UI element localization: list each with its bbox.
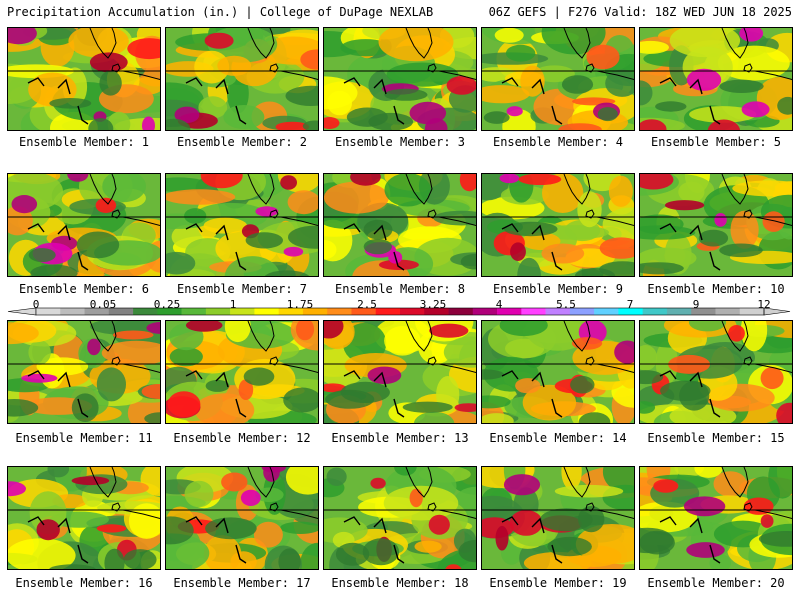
panel-label: Ensemble Member: 1 [18, 135, 150, 149]
map-panel [323, 466, 477, 570]
map-panel [639, 320, 793, 424]
panel-label: Ensemble Member: 4 [492, 135, 624, 149]
panel-label: Ensemble Member: 17 [173, 576, 311, 590]
map-panel [481, 466, 635, 570]
map-panel [639, 173, 793, 277]
panel-label: Ensemble Member: 10 [647, 282, 785, 296]
map-panel [165, 320, 319, 424]
colorbar-tick-label: 3.25 [419, 298, 447, 311]
map-panel [7, 466, 161, 570]
panel-label: Ensemble Member: 6 [18, 282, 150, 296]
map-panel [7, 27, 161, 131]
colorbar-tick-label: 7 [626, 298, 634, 311]
map-panel [481, 173, 635, 277]
colorbar-tick-label: 1 [229, 298, 237, 311]
colorbar-tick-label: 5.5 [556, 298, 576, 311]
colorbar-tick-label: 0 [32, 298, 40, 311]
panel-label: Ensemble Member: 15 [647, 431, 785, 445]
colorbar [7, 307, 791, 316]
colorbar-tick-label: 2.5 [357, 298, 377, 311]
panel-label: Ensemble Member: 2 [176, 135, 308, 149]
map-panel [639, 466, 793, 570]
panel-label: Ensemble Member: 18 [331, 576, 469, 590]
map-panel [323, 173, 477, 277]
colorbar-tick-label: 4 [495, 298, 503, 311]
panel-label: Ensemble Member: 12 [173, 431, 311, 445]
colorbar-tick-label: 0.25 [153, 298, 181, 311]
map-panel [481, 320, 635, 424]
panel-label: Ensemble Member: 3 [334, 135, 466, 149]
panel-label: Ensemble Member: 9 [492, 282, 624, 296]
colorbar-tick-label: 1.75 [286, 298, 314, 311]
map-panel [7, 320, 161, 424]
panel-label: Ensemble Member: 16 [15, 576, 153, 590]
panel-label: Ensemble Member: 7 [176, 282, 308, 296]
header-title-right: 06Z GEFS | F276 Valid: 18Z WED JUN 18 20… [488, 5, 792, 19]
map-panel [165, 466, 319, 570]
map-panel [323, 27, 477, 131]
panel-label: Ensemble Member: 14 [489, 431, 627, 445]
colorbar-tick-label: 0.05 [89, 298, 117, 311]
map-panel [165, 27, 319, 131]
map-panel [165, 173, 319, 277]
colorbar-tick-label: 9 [692, 298, 700, 311]
header-title-left: Precipitation Accumulation (in.) | Colle… [7, 5, 434, 19]
panel-label: Ensemble Member: 13 [331, 431, 469, 445]
panel-label: Ensemble Member: 19 [489, 576, 627, 590]
map-panel [323, 320, 477, 424]
panel-label: Ensemble Member: 8 [334, 282, 466, 296]
map-panel [7, 173, 161, 277]
map-panel [639, 27, 793, 131]
colorbar-tick-label: 12 [757, 298, 771, 311]
map-panel [481, 27, 635, 131]
panel-label: Ensemble Member: 11 [15, 431, 153, 445]
panel-label: Ensemble Member: 20 [647, 576, 785, 590]
panel-label: Ensemble Member: 5 [650, 135, 782, 149]
